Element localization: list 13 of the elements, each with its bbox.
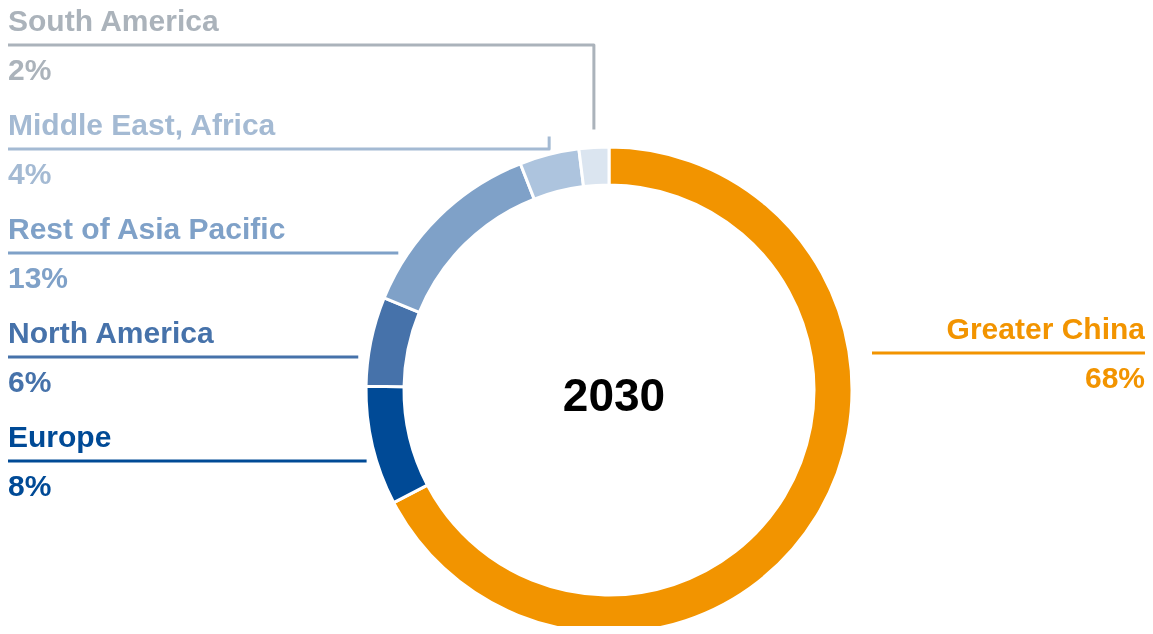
slice-label: North America (8, 315, 214, 349)
data-label: 6% (8, 364, 52, 398)
slice-label: Middle East, Africa (8, 107, 276, 141)
slice-label: Greater China (946, 311, 1146, 345)
slice-label: Europe (8, 419, 112, 453)
data-label: 4% (8, 156, 52, 190)
data-label: 8% (8, 468, 52, 502)
slice-label: Rest of Asia Pacific (8, 211, 286, 245)
slice-label: South America (8, 3, 219, 37)
data-label: 13% (8, 260, 69, 294)
text: 2030 (562, 369, 666, 421)
data-label: 2% (8, 52, 52, 86)
data-label: 68% (1084, 360, 1145, 394)
